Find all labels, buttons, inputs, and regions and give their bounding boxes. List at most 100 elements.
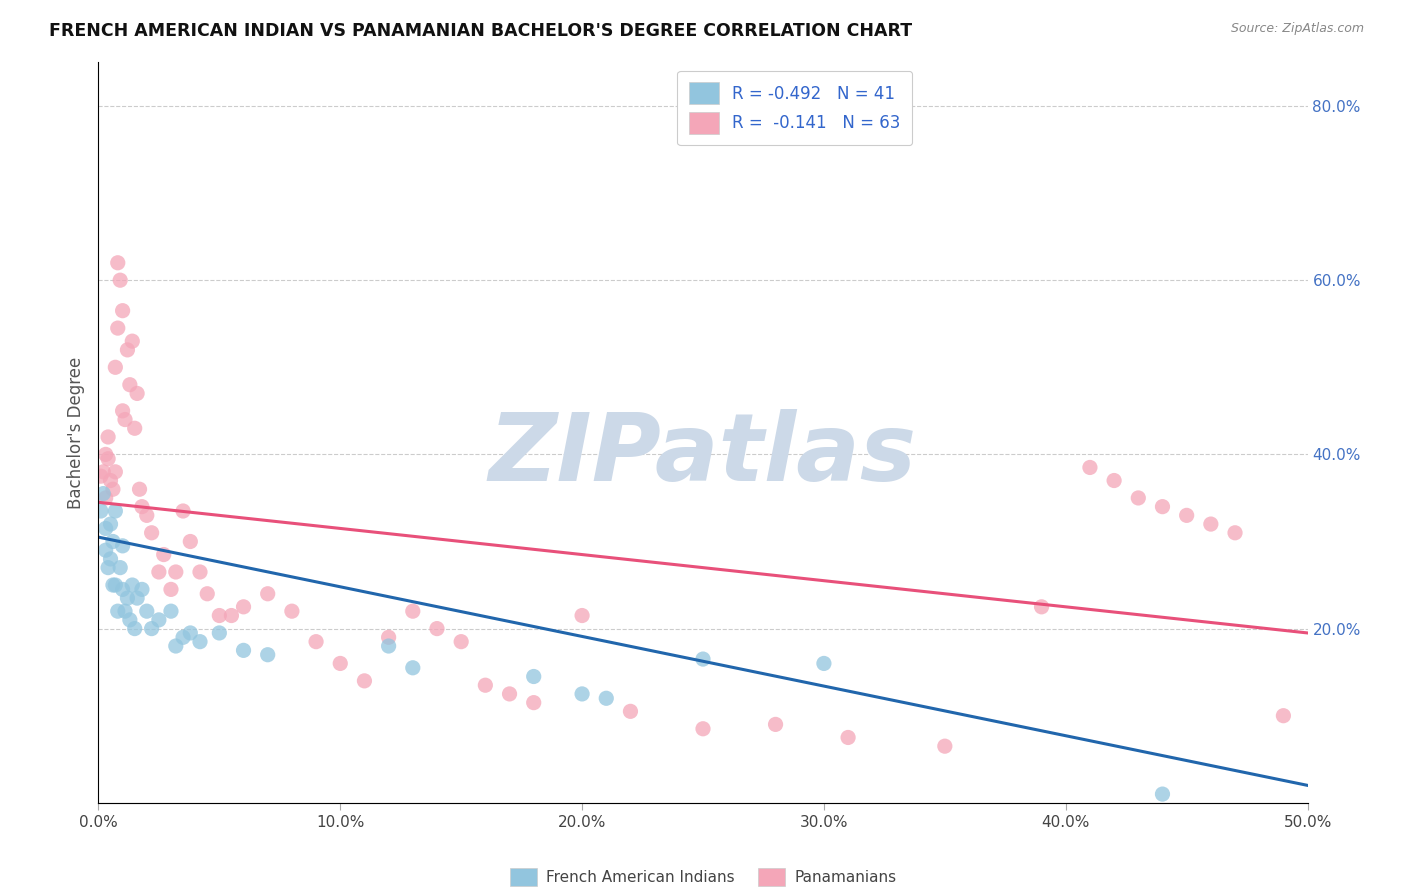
Point [148,613,170,627]
Point [1152,500,1174,514]
Point [692,722,714,736]
Point [104,360,127,375]
Point [837,731,859,745]
Point [90,504,112,518]
Point [141,525,163,540]
Point [124,622,146,636]
Point [165,639,187,653]
Point [91,465,114,479]
Point [97,451,120,466]
Point [107,604,129,618]
Point [179,626,201,640]
Point [107,256,129,270]
Point [221,608,243,623]
Text: ZIPatlas: ZIPatlas [489,409,917,500]
Point [160,604,183,618]
Point [100,474,122,488]
Point [208,626,231,640]
Point [426,622,449,636]
Point [108,273,131,287]
Point [329,657,352,671]
Point [94,491,117,505]
Point [118,377,141,392]
Point [101,534,124,549]
Point [100,517,122,532]
Point [94,543,117,558]
Point [141,622,163,636]
Point [101,578,124,592]
Point [104,465,127,479]
Point [118,613,141,627]
Point [571,687,593,701]
Point [595,691,617,706]
Point [523,696,546,710]
Point [91,486,114,500]
Point [114,412,136,426]
Point [1223,525,1246,540]
Point [232,643,254,657]
Point [619,704,641,718]
Point [188,565,211,579]
Point [1199,517,1222,532]
Point [90,469,112,483]
Point [256,648,278,662]
Point [692,652,714,666]
Point [97,430,120,444]
Point [111,303,134,318]
Point [172,630,194,644]
Point [108,560,131,574]
Point [1031,599,1053,614]
Point [498,687,520,701]
Point [523,669,546,683]
Point [1175,508,1198,523]
Point [934,739,956,754]
Point [353,673,375,688]
Point [474,678,496,692]
Point [117,343,139,357]
Point [111,404,134,418]
Point [94,521,117,535]
Point [124,421,146,435]
Point [104,504,127,518]
Point [117,591,139,606]
Point [765,717,787,731]
Point [377,639,399,653]
Point [94,447,117,461]
Point [813,657,835,671]
Point [160,582,183,597]
Point [208,608,231,623]
Point [128,482,150,496]
Point [195,587,218,601]
Point [1078,460,1101,475]
Point [114,604,136,618]
Point [377,630,399,644]
Point [152,548,174,562]
Point [121,578,143,592]
Point [135,508,157,523]
Point [179,534,201,549]
Point [305,634,328,648]
Point [188,634,211,648]
Point [127,386,149,401]
Point [101,482,124,496]
Legend: French American Indians, Panamanians: French American Indians, Panamanians [503,863,903,892]
Point [97,560,120,574]
Point [402,604,425,618]
Point [107,321,129,335]
Point [232,599,254,614]
Point [1102,474,1125,488]
Point [127,591,149,606]
Point [131,500,153,514]
Point [172,504,194,518]
Point [402,661,425,675]
Point [165,565,187,579]
Point [104,578,127,592]
Y-axis label: Bachelor's Degree: Bachelor's Degree [66,357,84,508]
Point [111,539,134,553]
Point [111,582,134,597]
Point [1272,708,1295,723]
Point [131,582,153,597]
Point [1128,491,1150,505]
Text: Source: ZipAtlas.com: Source: ZipAtlas.com [1230,22,1364,36]
Point [121,334,143,348]
